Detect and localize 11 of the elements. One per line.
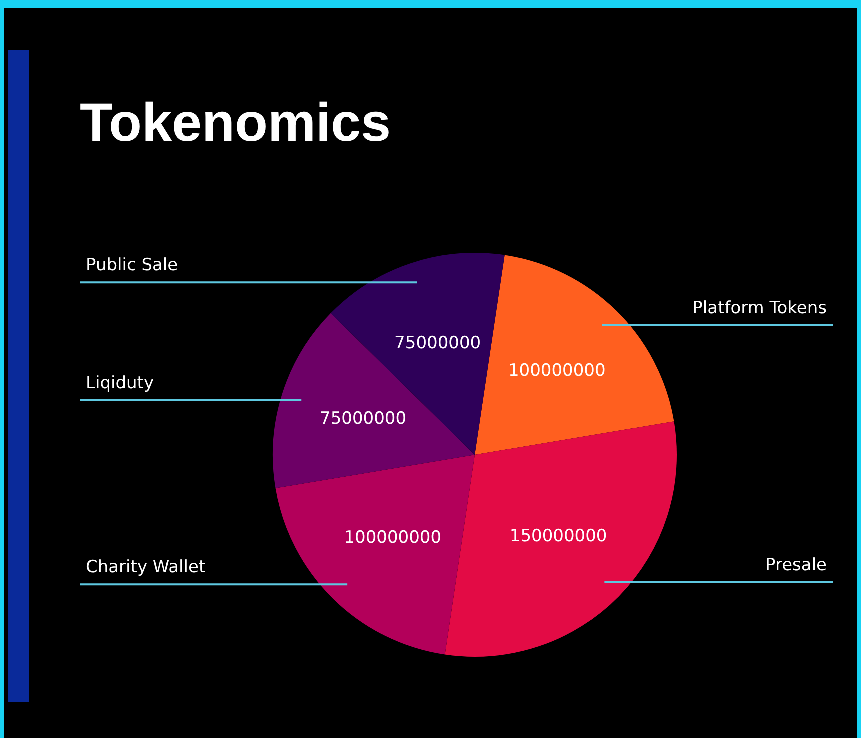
slice-label: Charity Wallet [86,558,206,578]
chart-title: Tokenomics [80,92,392,154]
data-label: 75000000 [394,333,482,354]
slice-label: Liqiduty [86,373,154,394]
data-label: 150000000 [510,526,608,547]
slice-label: Platform Tokens [692,298,828,318]
data-label: 100000000 [508,360,606,381]
slice-label: Presale [766,555,827,576]
data-label: 100000000 [344,528,442,548]
data-label: 75000000 [320,409,407,430]
slice-label: Public Sale [86,256,178,276]
